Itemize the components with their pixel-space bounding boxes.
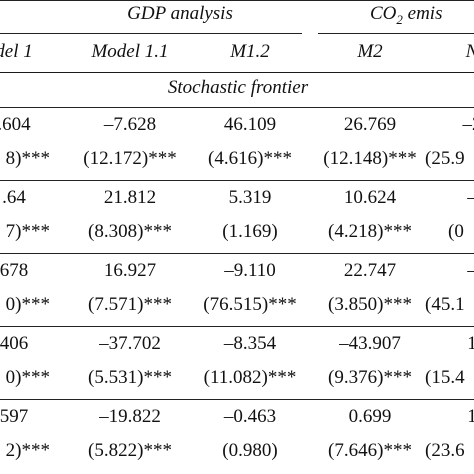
- row3-se-col4: (3.850)***: [328, 294, 412, 315]
- row2-coef-col1: .64: [2, 187, 26, 208]
- row4-se-col2: (5.531)***: [88, 367, 172, 388]
- row4-coef-col1: 406: [0, 333, 29, 354]
- row3-se-col2: (7.571)***: [88, 294, 172, 315]
- co2-suffix: emis: [402, 3, 443, 24]
- row1-rule: [0, 180, 474, 181]
- row4-se-col3: (11.082)***: [203, 367, 297, 388]
- gdp-analysis-header: GDP analysis: [127, 3, 233, 24]
- row4-coef-col3: –8.354: [223, 333, 277, 354]
- column-header-next: N: [452, 40, 474, 64]
- row1-se-col2: (12.172)***: [83, 148, 177, 169]
- row5-coef-col4: 0.699: [348, 406, 392, 427]
- header-rule: [0, 72, 474, 73]
- column-header-model-1-1: Model 1.1: [91, 41, 169, 62]
- row1-se-col5: (25.9: [425, 148, 465, 169]
- row2-coef-col5: –: [452, 186, 474, 210]
- row2-se-col4: (4.218)***: [328, 221, 412, 242]
- row2-coef-col2: 21.812: [103, 187, 157, 208]
- row4-rule: [0, 399, 474, 400]
- row3-coef-col5: –: [452, 259, 474, 283]
- row3-coef-col2: 16.927: [103, 260, 157, 281]
- row3-se-col3: (76.515)***: [203, 294, 297, 315]
- row1-se-col1: 8)***: [5, 148, 50, 169]
- co2-subscript: 2: [396, 11, 403, 27]
- column-header-model-1: del 1: [0, 41, 33, 62]
- row2-se-col3: (1.169): [222, 221, 278, 242]
- row2-coef-col3: 5.319: [228, 187, 272, 208]
- row5-se-col2: (5.822)***: [88, 440, 172, 461]
- row1-se-col3: (4.616)***: [208, 148, 292, 169]
- row3-coef-col3: –9.110: [224, 260, 276, 281]
- row3-coef-col1: 678: [0, 260, 29, 281]
- row1-coef-col5: –2: [462, 114, 474, 135]
- top-rule: [0, 0, 474, 1]
- section-rule: [0, 107, 474, 108]
- row5-se-col4: (7.646)***: [328, 440, 412, 461]
- co2-group-underline: [318, 33, 474, 34]
- row4-se-col5: (15.4: [425, 367, 465, 388]
- gdp-group-underline: [0, 33, 302, 34]
- column-header-m1-2: M1.2: [230, 41, 270, 62]
- row5-se-col3: (0.980): [222, 440, 278, 461]
- row4-coef-col5: 1: [467, 333, 474, 354]
- row2-rule: [0, 253, 474, 254]
- row5-coef-col3: –0.463: [223, 406, 277, 427]
- row2-se-col5: (0: [448, 221, 464, 242]
- row5-coef-col1: 597: [0, 406, 29, 427]
- co2-prefix: CO: [370, 3, 397, 24]
- row4-coef-col4: –43.907: [339, 333, 401, 354]
- row2-coef-col4: 10.624: [343, 187, 397, 208]
- row3-se-col1: 0)***: [5, 294, 50, 315]
- row5-se-col5: (23.6: [425, 440, 465, 461]
- row5-coef-col5: 1: [467, 406, 474, 427]
- row1-se-col4: (12.148)***: [323, 148, 417, 169]
- row4-se-col1: 0)***: [5, 367, 50, 388]
- row1-coef-col1: .604: [0, 114, 31, 135]
- co2-emissions-header: CO2 emis: [370, 2, 442, 26]
- row1-coef-col4: 26.769: [343, 114, 397, 135]
- row1-coef-col2: –7.628: [103, 114, 157, 135]
- row5-se-col1: 2)***: [5, 440, 50, 461]
- row2-se-col1: 7)***: [5, 221, 50, 242]
- row4-coef-col2: –37.702: [99, 333, 161, 354]
- row3-se-col5: (45.1: [425, 294, 465, 315]
- row1-coef-col3: 46.109: [223, 114, 277, 135]
- section-title: Stochastic frontier: [167, 77, 309, 98]
- row3-coef-col4: 22.747: [343, 260, 397, 281]
- column-header-m2: M2: [357, 41, 383, 62]
- row5-coef-col2: –19.822: [99, 406, 161, 427]
- row4-se-col4: (9.376)***: [328, 367, 412, 388]
- row3-rule: [0, 326, 474, 327]
- row2-se-col2: (8.308)***: [88, 221, 172, 242]
